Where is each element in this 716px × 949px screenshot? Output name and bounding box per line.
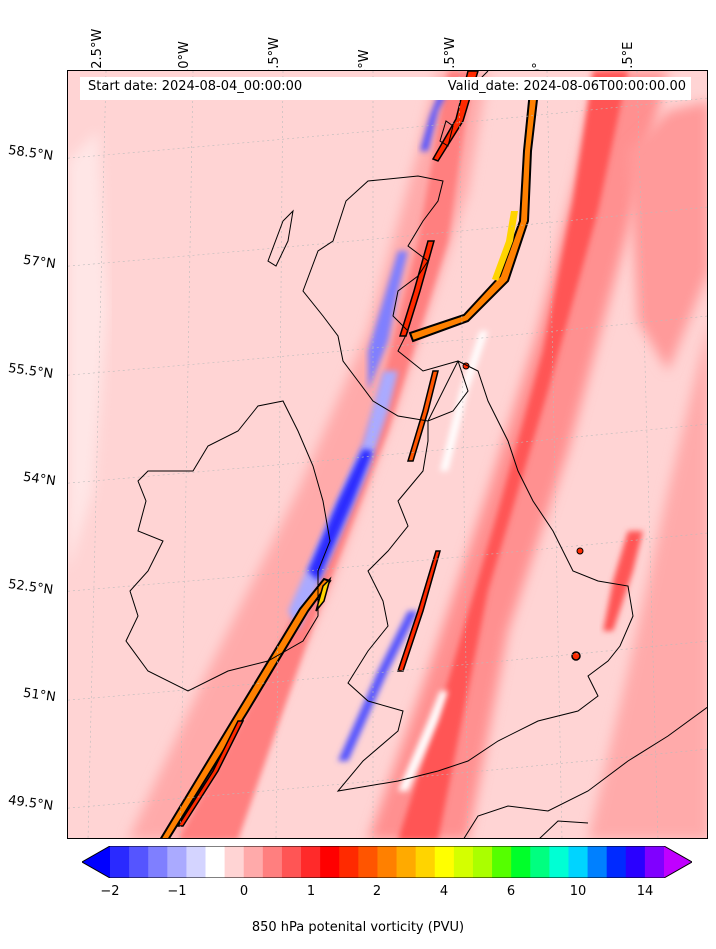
colorbar-segment: [224, 846, 245, 878]
colorbar-segment: [434, 846, 455, 878]
colorbar-graphic: [80, 845, 694, 879]
lat-label-57n: 57°N: [22, 252, 57, 273]
colorbar: [80, 845, 694, 882]
colorbar-segment: [530, 846, 550, 878]
colorbar-tick: 2: [372, 884, 382, 899]
valid-date-label: Valid_date: 2024-08-06T00:00:00.00: [447, 79, 686, 94]
colorbar-segment: [205, 846, 226, 878]
lat-label-54n: 54°N: [22, 469, 57, 490]
colorbar-extend-min: [82, 846, 110, 878]
colorbar-tick: −2: [100, 884, 120, 899]
lat-label-55-5n: 55.5°N: [7, 360, 54, 383]
colorbar-segment: [453, 846, 474, 878]
colorbar-segment: [587, 846, 608, 878]
colorbar-segment: [549, 846, 569, 878]
start-date-label: Start date: 2024-08-04_00:00:00: [88, 79, 303, 94]
colorbar-segment: [148, 846, 168, 878]
colorbar-segment: [167, 846, 187, 878]
colorbar-segment: [320, 846, 340, 878]
colorbar-segment: [396, 846, 417, 878]
colorbar-tick: 14: [636, 884, 654, 899]
colorbar-tick: 1: [306, 884, 316, 899]
colorbar-segment: [129, 846, 149, 878]
colorbar-segment: [492, 846, 512, 878]
lat-label-58-5n: 58.5°N: [7, 142, 54, 165]
colorbar-label: 850 hPa potenital vorticity (PVU): [251, 920, 465, 935]
colorbar-segment: [644, 846, 665, 878]
colorbar-segment: [339, 846, 359, 878]
pv-field-plot: [68, 71, 707, 838]
lat-label-49-5n: 49.5°N: [7, 792, 54, 815]
colorbar-extend-max: [664, 846, 692, 878]
colorbar-segment: [110, 846, 130, 878]
colorbar-tick: 10: [569, 884, 587, 899]
info-box: [80, 77, 691, 100]
colorbar-segment: [511, 846, 531, 878]
colorbar-segment: [606, 846, 627, 878]
colorbar-tick: 0: [239, 884, 249, 899]
pv-map: [67, 70, 708, 839]
colorbar-segment: [358, 846, 378, 878]
colorbar-segment: [568, 846, 589, 878]
colorbar-tick: −1: [167, 884, 187, 899]
colorbar-segment: [262, 846, 283, 878]
colorbar-segment: [415, 846, 436, 878]
colorbar-tick: 4: [439, 884, 449, 899]
colorbar-segment: [243, 846, 264, 878]
colorbar-segment: [377, 846, 398, 878]
colorbar-tick: 6: [506, 884, 516, 899]
lat-label-52-5n: 52.5°N: [7, 576, 54, 599]
colorbar-segment: [281, 846, 302, 878]
colorbar-segment: [625, 846, 646, 878]
colorbar-segment: [472, 846, 493, 878]
colorbar-segment: [301, 846, 321, 878]
lat-label-51n: 51°N: [22, 685, 57, 706]
colorbar-segment: [186, 846, 207, 878]
